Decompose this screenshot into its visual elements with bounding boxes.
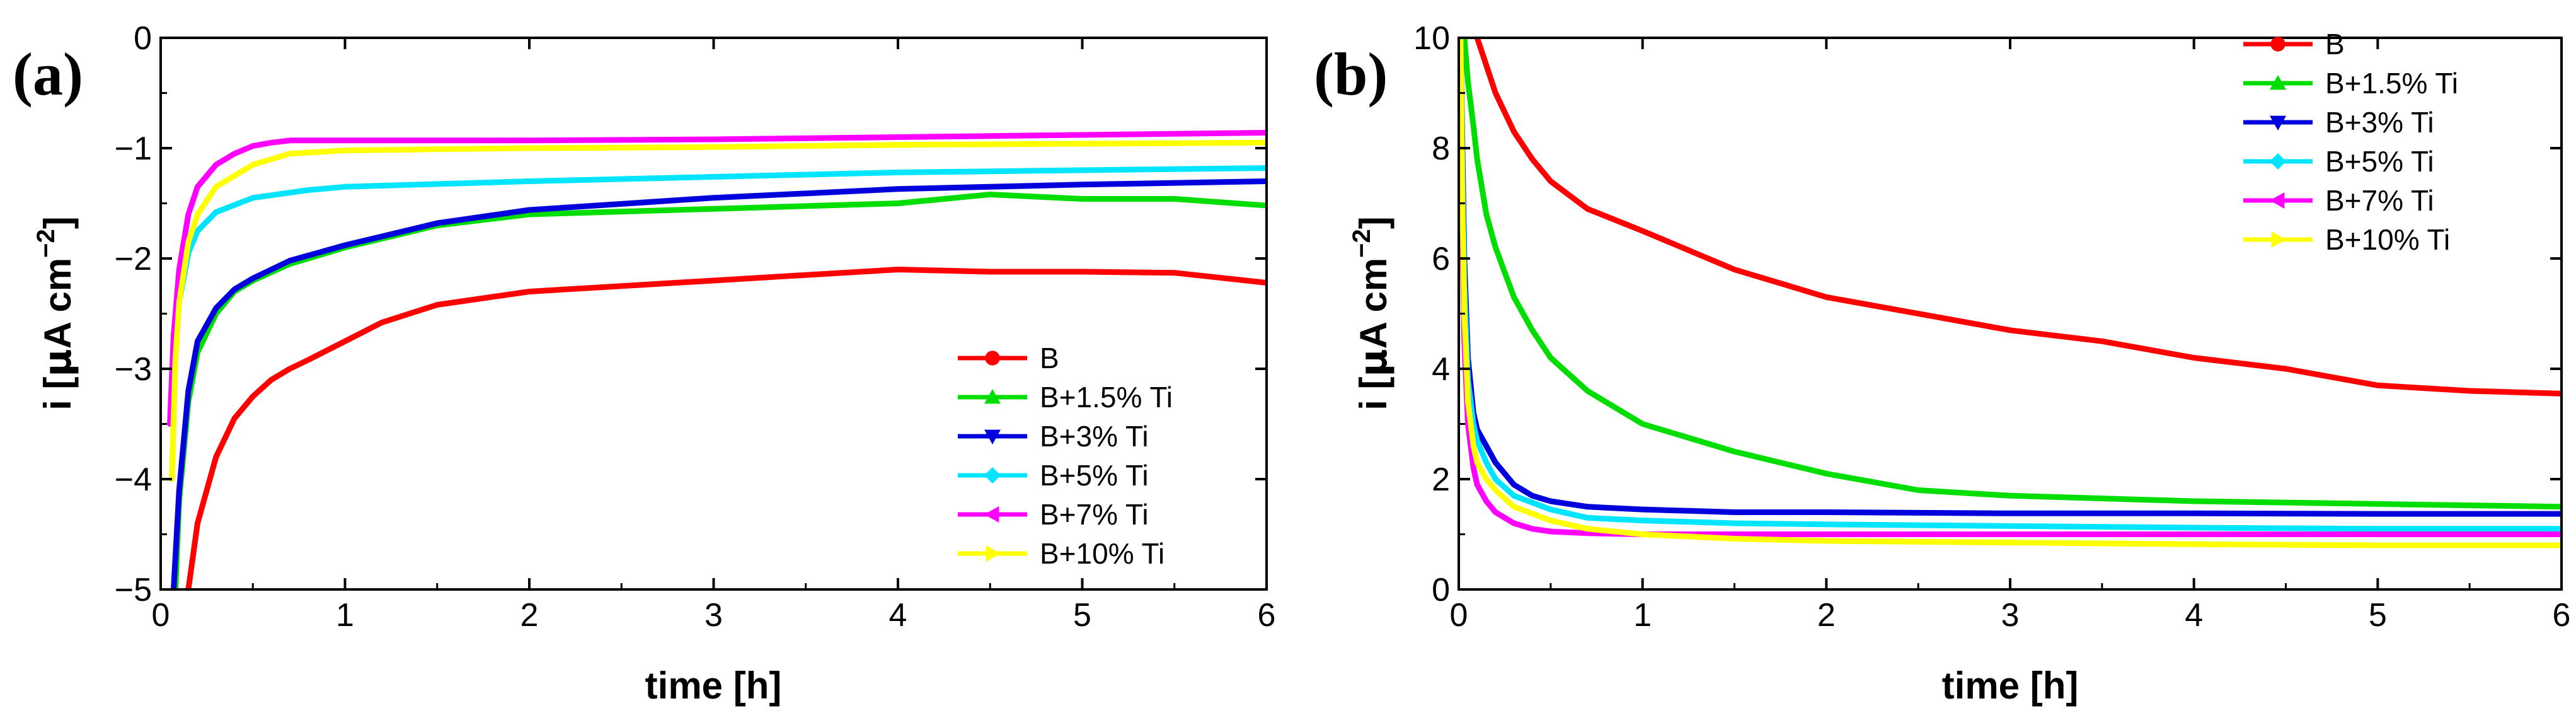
panel-a-x-tick-label-1: 1 [336, 597, 354, 634]
panel-a-y-axis-title: i [μA cm−2] [32, 216, 80, 410]
panel-b-legend-marker-5 [2271, 231, 2286, 248]
panel-a-x-tick-label-6: 6 [1258, 597, 1276, 634]
panel-b-plot [1459, 38, 2562, 548]
panel-a-y-title-pre: i [ [37, 376, 79, 410]
panel-a-series-line-2 [171, 178, 1267, 589]
panel-a-y-title-post: ] [37, 216, 79, 229]
panel-a-legend-label-0: B [1040, 342, 1059, 374]
panel-a-y-tick-label-4: −1 [115, 130, 152, 167]
panel-a-y-title-mu: μ [36, 349, 80, 376]
panel-a-series-group [167, 130, 1267, 589]
panel-b-x-tick-label-1: 1 [1633, 597, 1652, 634]
panel-a-legend-label-2: B+3% Ti [1040, 420, 1149, 453]
panel-b-x-axis: 0 1 2 3 4 5 6 [1450, 38, 2571, 634]
panel-b-legend-marker-2 [2270, 115, 2286, 130]
panel-b-y-tick-label-5: 10 [1413, 20, 1450, 57]
panel-a-x-tick-label-4: 4 [889, 597, 907, 634]
panel-a-legend-label-1: B+1.5% Ti [1040, 381, 1173, 414]
panel-a-legend-label-3: B+5% Ti [1040, 459, 1149, 492]
panel-b-y-title-mid: A cm [1352, 258, 1394, 349]
panel-a-legend-marker-3 [984, 467, 1001, 484]
panel-b-y-title-exp: −2 [1348, 229, 1376, 258]
panel-a-x-tick-label-3: 3 [704, 597, 723, 634]
panel-b-legend-label-3: B+5% Ti [2325, 145, 2434, 178]
panel-b-y-axis: 0 2 4 6 8 10 [1413, 20, 2562, 608]
panel-b-legend-label-0: B [2325, 28, 2345, 61]
panel-b-y-tick-label-4: 8 [1432, 130, 1450, 167]
panel-b-y-tick-label-1: 2 [1432, 461, 1450, 498]
panel-a-x-tick-label-5: 5 [1073, 597, 1091, 634]
panel-a-y-axis: −5 −4 −3 −2 −1 0 [115, 20, 1267, 608]
panel-b-x-tick-label-4: 4 [2185, 597, 2203, 634]
panel-b-x-tick-label-6: 6 [2553, 597, 2571, 634]
panel-a-legend-marker-0 [985, 351, 1000, 366]
panel-b-y-title-pre: i [ [1352, 376, 1394, 410]
panel-b-y-tick-label-2: 4 [1432, 351, 1450, 388]
panel-a-y-title-mid: A cm [37, 258, 79, 349]
panel-a-legend-marker-5 [986, 545, 1001, 562]
panel-a-plot [167, 130, 1267, 589]
panel-a-y-tick-label-2: −3 [115, 351, 152, 388]
panel-b-x-tick-label-2: 2 [1817, 597, 1836, 634]
panel-a-label: (a) [13, 40, 83, 108]
panel-b-series-group [1459, 38, 2562, 548]
panel-b-legend-label-4: B+7% Ti [2325, 184, 2434, 217]
panel-b-series-line-5 [1459, 38, 2562, 548]
panel-b-legend-marker-1 [2270, 75, 2286, 90]
panel-a-legend-marker-1 [984, 389, 1001, 404]
panel-a-y-title-exp: −2 [32, 229, 60, 258]
panel-b-legend-label-2: B+3% Ti [2325, 106, 2434, 139]
panel-a-y-tick-label-5: 0 [134, 20, 152, 57]
panel-b-y-tick-label-0: 0 [1432, 572, 1450, 608]
panel-b-legend-label-1: B+1.5% Ti [2325, 67, 2458, 100]
panel-a-y-tick-label-1: −4 [115, 461, 152, 498]
panel-b-y-tick-label-3: 6 [1432, 241, 1450, 277]
panel-a-legend-marker-2 [984, 429, 1001, 444]
panel-a-legend: B B+1.5% Ti B+3% Ti B+5% Ti B+7% Ti B+10% Ti [958, 342, 1173, 570]
panel-b-x-tick-label-3: 3 [2001, 597, 2020, 634]
panel-b-x-tick-label-5: 5 [2369, 597, 2387, 634]
panel-a-series-line-4 [167, 130, 1267, 427]
panel-b-legend-marker-0 [2270, 37, 2286, 52]
panel-b-x-tick-label-0: 0 [1450, 597, 1468, 634]
panel-b-label: (b) [1314, 40, 1388, 108]
panel-b-legend-marker-3 [2270, 153, 2286, 170]
panel-a-series-line-0 [185, 267, 1267, 589]
panel-a-y-tick-label-3: −2 [115, 241, 152, 277]
panel-a-series-line-5 [169, 139, 1267, 482]
panel-b-series-line-1 [1461, 38, 2562, 510]
panel-a-legend-label-5: B+10% Ti [1040, 537, 1164, 570]
panel-b: (b) 0 1 2 3 4 5 6 0 2 4 6 8 10 time [h] i [μA cm−2]… [1314, 20, 2570, 707]
panel-b-x-axis-title: time [h] [1942, 664, 2079, 707]
panel-b-y-axis-title: i [μA cm−2] [1348, 216, 1396, 410]
panel-a-x-tick-label-0: 0 [152, 597, 170, 634]
panel-a-y-tick-label-0: −5 [115, 572, 152, 608]
panel-a-x-axis: 0 1 2 3 4 5 6 [152, 38, 1276, 634]
panel-b-y-title-post: ] [1352, 216, 1394, 229]
panel-a-legend-marker-4 [984, 506, 999, 523]
panel-b-legend-marker-4 [2270, 192, 2285, 209]
panel-b-y-title-mu: μ [1352, 349, 1396, 376]
panel-b-legend: B B+1.5% Ti B+3% Ti B+5% Ti B+7% Ti B+10% Ti [2243, 28, 2458, 256]
panel-b-legend-label-5: B+10% Ti [2325, 223, 2450, 256]
panel-a-x-tick-label-2: 2 [520, 597, 539, 634]
panel-a-x-axis-title: time [h] [645, 664, 782, 707]
panel-a: (a) 0 1 2 3 4 5 6 −5 −4 −3 −2 −1 0 time [h] i [μA c… [13, 20, 1275, 707]
panel-b-series-line-0 [1474, 38, 2562, 397]
panel-a-legend-label-4: B+7% Ti [1040, 498, 1149, 531]
